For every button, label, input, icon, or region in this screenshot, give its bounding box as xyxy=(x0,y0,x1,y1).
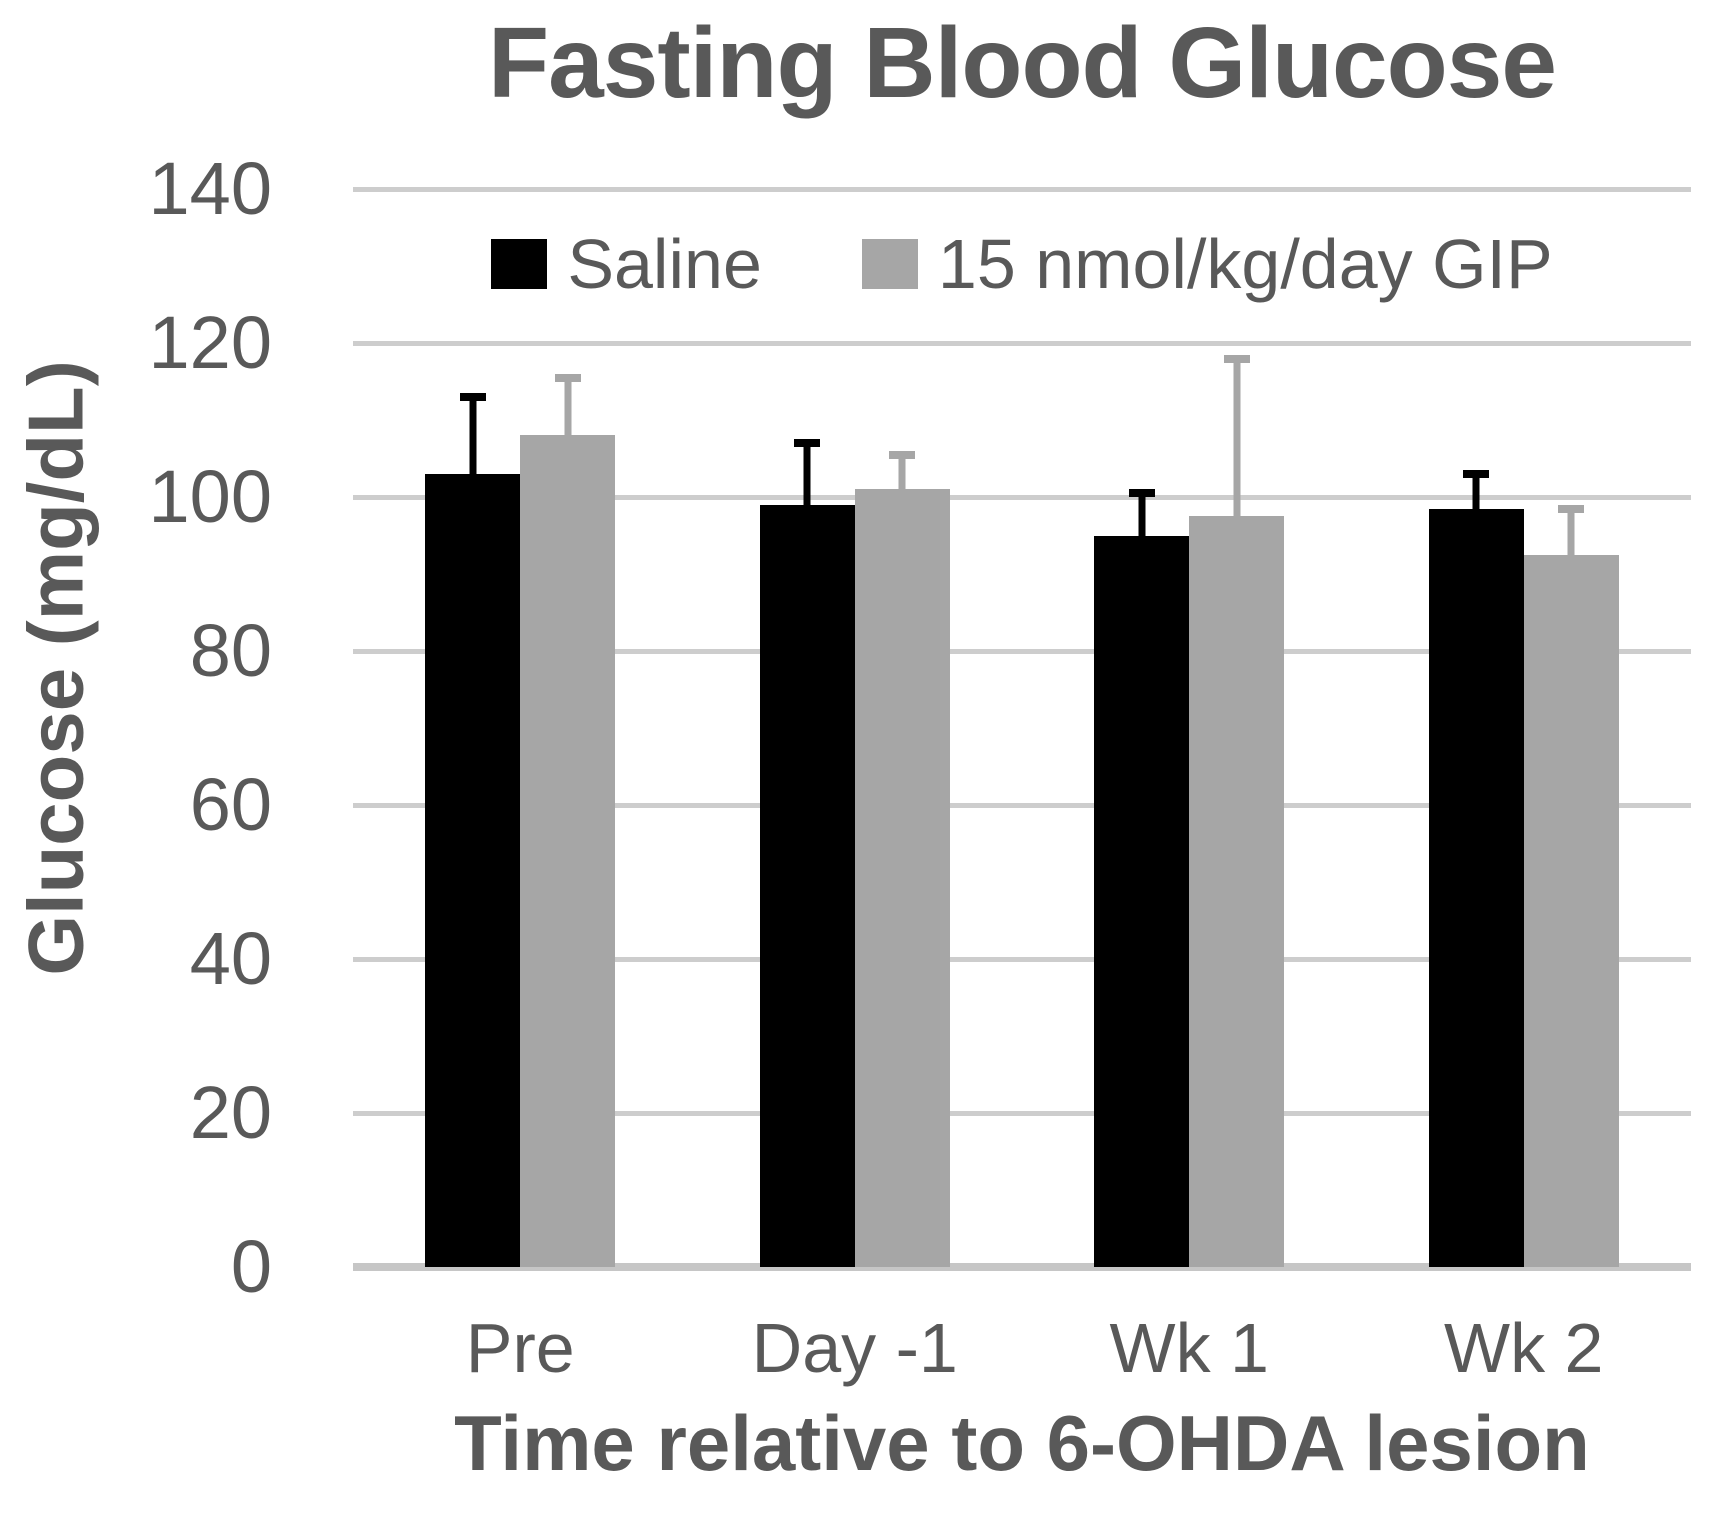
legend-swatch-gip-icon xyxy=(861,239,918,289)
error-bar-gip-3 xyxy=(1558,504,1585,558)
gridline-60 xyxy=(353,802,1691,808)
legend-label-saline: Saline xyxy=(567,225,762,303)
bar-gip-1 xyxy=(854,450,950,1267)
bar-saline-1 xyxy=(759,439,855,1267)
legend-swatch-saline-icon xyxy=(491,239,548,289)
y-tick-label-40: 40 xyxy=(189,917,272,1000)
error-bar-saline-3 xyxy=(1463,470,1490,512)
error-bar-stem xyxy=(1472,470,1480,512)
gridline-120 xyxy=(353,340,1691,346)
gridline-40 xyxy=(353,956,1691,962)
y-tick-label-60: 60 xyxy=(189,763,272,846)
error-bar-cap xyxy=(459,393,486,402)
gridline-80 xyxy=(353,648,1691,654)
error-bar-stem xyxy=(564,373,572,439)
x-tick-label-pre: Pre xyxy=(465,1309,575,1387)
category-group-pre xyxy=(353,189,688,1267)
x-axis-line xyxy=(353,1263,1691,1271)
error-bar-gip-1 xyxy=(889,450,916,493)
plot-area: Saline 15 nmol/kg/day GIP xyxy=(353,186,1691,1271)
error-bar-cap xyxy=(1128,489,1155,498)
legend-item-gip: 15 nmol/kg/day GIP xyxy=(861,225,1553,303)
y-tick-label-0: 0 xyxy=(230,1225,272,1308)
error-bar-cap xyxy=(889,450,916,459)
legend-item-saline: Saline xyxy=(491,229,762,299)
x-axis-title: Time relative to 6-OHDA lesion xyxy=(454,1399,1590,1487)
error-bar-gip-0 xyxy=(554,373,581,439)
x-tick-label-wk-2: Wk 2 xyxy=(1444,1309,1604,1387)
error-bar-cap xyxy=(1463,470,1490,479)
category-group-day-1 xyxy=(688,189,1023,1267)
error-bar-stem xyxy=(1233,354,1241,520)
bar-saline-0 xyxy=(425,393,521,1267)
x-tick-label-day-1: Day -1 xyxy=(751,1309,958,1387)
error-bar-stem xyxy=(1138,489,1146,539)
error-bar-stem xyxy=(803,439,811,508)
bar-saline-3 xyxy=(1428,470,1524,1267)
y-tick-label-20: 20 xyxy=(189,1071,272,1154)
bars-layer xyxy=(353,189,1691,1267)
gridline-20 xyxy=(353,1110,1691,1116)
x-tick-label-wk-1: Wk 1 xyxy=(1109,1309,1269,1387)
bar-gip-3 xyxy=(1523,504,1619,1267)
chart-title: Fasting Blood Glucose xyxy=(488,7,1557,119)
error-bar-cap xyxy=(794,439,821,448)
y-tick-label-120: 120 xyxy=(148,301,272,384)
legend: Saline 15 nmol/kg/day GIP xyxy=(353,229,1691,299)
gridline-140 xyxy=(353,186,1691,192)
error-bar-cap xyxy=(1558,504,1585,513)
error-bar-cap xyxy=(1223,354,1250,363)
error-bar-cap xyxy=(554,373,581,382)
error-bar-saline-2 xyxy=(1128,489,1155,539)
bar-gip-0 xyxy=(520,373,616,1267)
error-bar-stem xyxy=(1567,504,1575,558)
x-axis-tick-labels: Pre Day -1 Wk 1 Wk 2 xyxy=(353,1308,1691,1388)
bar-saline-2 xyxy=(1094,489,1190,1267)
legend-label-gip: 15 nmol/kg/day GIP xyxy=(937,225,1553,303)
y-tick-label-80: 80 xyxy=(189,609,272,692)
y-tick-label-140: 140 xyxy=(148,147,272,230)
error-bar-stem xyxy=(898,450,906,493)
category-group-wk-2 xyxy=(1357,189,1692,1267)
error-bar-stem xyxy=(469,393,477,477)
error-bar-saline-0 xyxy=(459,393,486,477)
category-group-wk-1 xyxy=(1022,189,1357,1267)
gridline-100 xyxy=(353,494,1691,500)
y-tick-label-100: 100 xyxy=(148,455,272,538)
error-bar-saline-1 xyxy=(794,439,821,508)
error-bar-gip-2 xyxy=(1223,354,1250,520)
bar-gip-2 xyxy=(1189,354,1285,1267)
